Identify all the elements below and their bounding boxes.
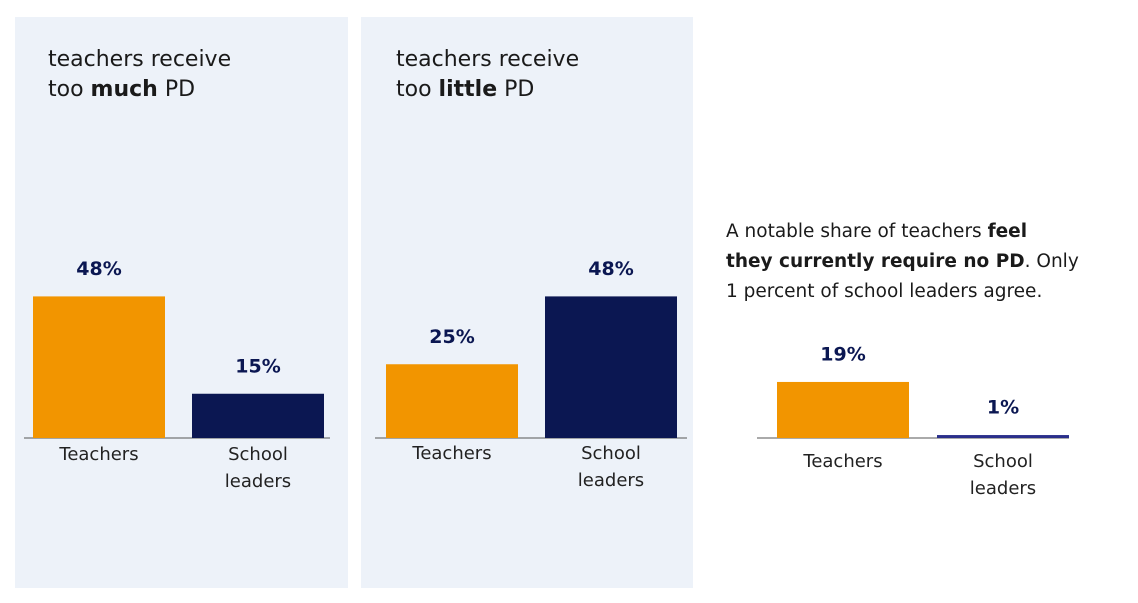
- category-label: Teachers: [59, 444, 139, 465]
- category-label: Teachers: [412, 443, 492, 464]
- value-label: 15%: [235, 355, 280, 377]
- value-label: 48%: [588, 258, 633, 280]
- category-label: School leaders: [577, 443, 645, 491]
- title-segment: A notable share of teachers: [726, 221, 988, 242]
- bar: [545, 296, 677, 438]
- category-label: School leaders: [224, 444, 292, 492]
- title-segment: PD: [157, 77, 196, 102]
- title-segment: teachers receive too: [48, 47, 232, 102]
- chart-title: teachers receive too much PD: [48, 45, 231, 105]
- value-label: 25%: [429, 326, 474, 348]
- value-label: 48%: [76, 258, 121, 280]
- category-label: Teachers: [803, 451, 883, 472]
- title-segment: feel they currently require no PD: [726, 221, 1028, 272]
- value-label: 1%: [987, 397, 1019, 419]
- chart-title: A notable share of teachers feel they cu…: [726, 217, 1079, 307]
- title-segment: teachers receive too: [396, 47, 580, 102]
- category-label: School leaders: [969, 451, 1037, 499]
- title-segment: PD: [497, 77, 535, 102]
- bar: [777, 381, 909, 438]
- chart-title: teachers receive too little PD: [396, 45, 579, 105]
- bar: [386, 364, 518, 438]
- bar: [192, 393, 324, 438]
- title-segment: . Only 1 percent of school leaders agree…: [726, 251, 1079, 302]
- title-segment: much: [90, 77, 158, 102]
- value-label: 19%: [820, 343, 865, 365]
- bar: [937, 435, 1069, 438]
- title-segment: little: [438, 77, 498, 102]
- bar: [33, 296, 165, 438]
